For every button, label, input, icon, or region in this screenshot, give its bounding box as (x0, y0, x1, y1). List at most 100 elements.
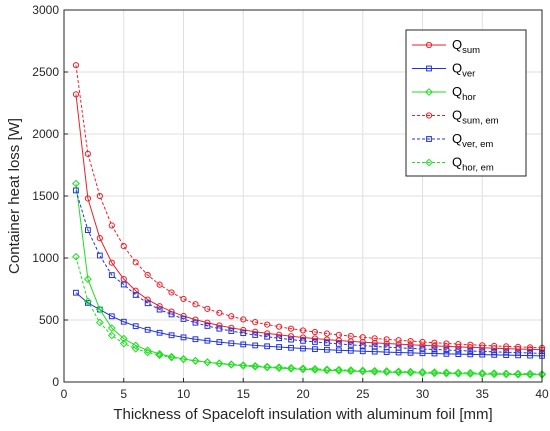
data-point (300, 345, 306, 352)
data-point (300, 337, 306, 344)
data-point (264, 333, 271, 340)
data-point (95, 318, 104, 327)
axis-ticks: 0 5 10 15 20 25 30 35 40 0 500 1000 1500 2000 2500 3000 (32, 3, 549, 401)
legend-marker (425, 41, 433, 49)
series-Q-hor-em (72, 252, 546, 378)
data-point (143, 346, 152, 355)
data-point (252, 342, 259, 349)
x-tick-label: 15 (237, 387, 251, 401)
data-point (132, 287, 139, 294)
data-point (431, 350, 438, 357)
data-point (72, 62, 80, 69)
x-axis-label: Thickness of Spaceloft insulation with a… (113, 406, 492, 423)
data-point (264, 330, 271, 337)
x-tick-label: 25 (356, 387, 370, 401)
legend-label: Qver, em (452, 131, 493, 150)
legend-item: Qver, em (412, 131, 493, 150)
data-point (228, 328, 235, 334)
data-point (526, 369, 534, 378)
data-point (240, 326, 247, 334)
data-point (73, 187, 79, 194)
data-point (119, 334, 128, 343)
data-point (144, 271, 151, 279)
data-point (455, 347, 462, 354)
data-point (454, 368, 463, 377)
data-point (204, 323, 211, 329)
y-tick-label: 500 (39, 313, 59, 327)
data-point (527, 350, 533, 356)
series-line (75, 94, 543, 351)
data-point (299, 334, 307, 341)
data-point (156, 303, 163, 310)
data-point (72, 179, 80, 188)
data-point (252, 332, 259, 338)
data-point (335, 331, 342, 338)
series-Q-sum-em (72, 62, 546, 351)
legend-item: Qsum (412, 37, 480, 56)
data-point (120, 281, 127, 288)
legend-marker (426, 136, 432, 142)
data-point (394, 367, 403, 376)
series-line (75, 65, 543, 349)
data-point (479, 348, 486, 355)
data-point (467, 341, 474, 348)
data-point (144, 300, 151, 307)
series-line (75, 256, 543, 375)
legend-label: Qsum, em (452, 108, 499, 127)
data-point (395, 337, 402, 344)
data-point (431, 339, 438, 346)
data-point (479, 344, 486, 351)
data-point (443, 340, 450, 347)
data-point (107, 331, 116, 340)
data-point (108, 272, 115, 279)
data-point (144, 326, 151, 333)
data-point (275, 363, 284, 372)
data-point (239, 361, 248, 370)
data-point (132, 323, 139, 330)
data-point (431, 346, 438, 353)
data-point (323, 336, 330, 343)
data-point (264, 343, 271, 350)
data-point (168, 332, 175, 339)
data-point (382, 367, 391, 375)
y-tick-label: 3000 (32, 3, 59, 17)
data-point (228, 324, 235, 331)
data-point (370, 367, 379, 376)
data-point (192, 316, 199, 323)
data-point (299, 364, 307, 373)
legend-label: Qver (452, 61, 475, 80)
data-point (371, 343, 378, 350)
data-point (95, 305, 104, 314)
data-point (455, 351, 462, 358)
data-point (419, 350, 426, 357)
data-point (144, 296, 151, 303)
data-point (120, 318, 127, 325)
data-point (180, 334, 187, 341)
data-point (383, 336, 390, 343)
legend-label: Qhor, em (452, 155, 494, 174)
data-point (430, 368, 439, 377)
data-point (132, 259, 139, 266)
data-point (107, 324, 116, 332)
data-point (180, 316, 187, 322)
data-point (287, 363, 295, 372)
data-point (191, 356, 200, 365)
x-tick-label: 5 (120, 387, 127, 401)
y-tick-label: 2000 (32, 127, 59, 141)
data-point (168, 289, 175, 296)
x-tick-label: 40 (535, 387, 549, 401)
data-point (479, 351, 486, 358)
y-tick-label: 1500 (32, 189, 59, 203)
data-point (85, 227, 91, 233)
legend-marker (425, 112, 433, 119)
data-point (371, 339, 378, 346)
data-point (395, 341, 402, 348)
data-point (347, 347, 354, 354)
data-point (370, 366, 379, 375)
data-point (287, 333, 295, 340)
data-point (264, 321, 271, 328)
data-point (73, 289, 79, 296)
data-point (132, 292, 139, 298)
data-point (418, 368, 427, 376)
